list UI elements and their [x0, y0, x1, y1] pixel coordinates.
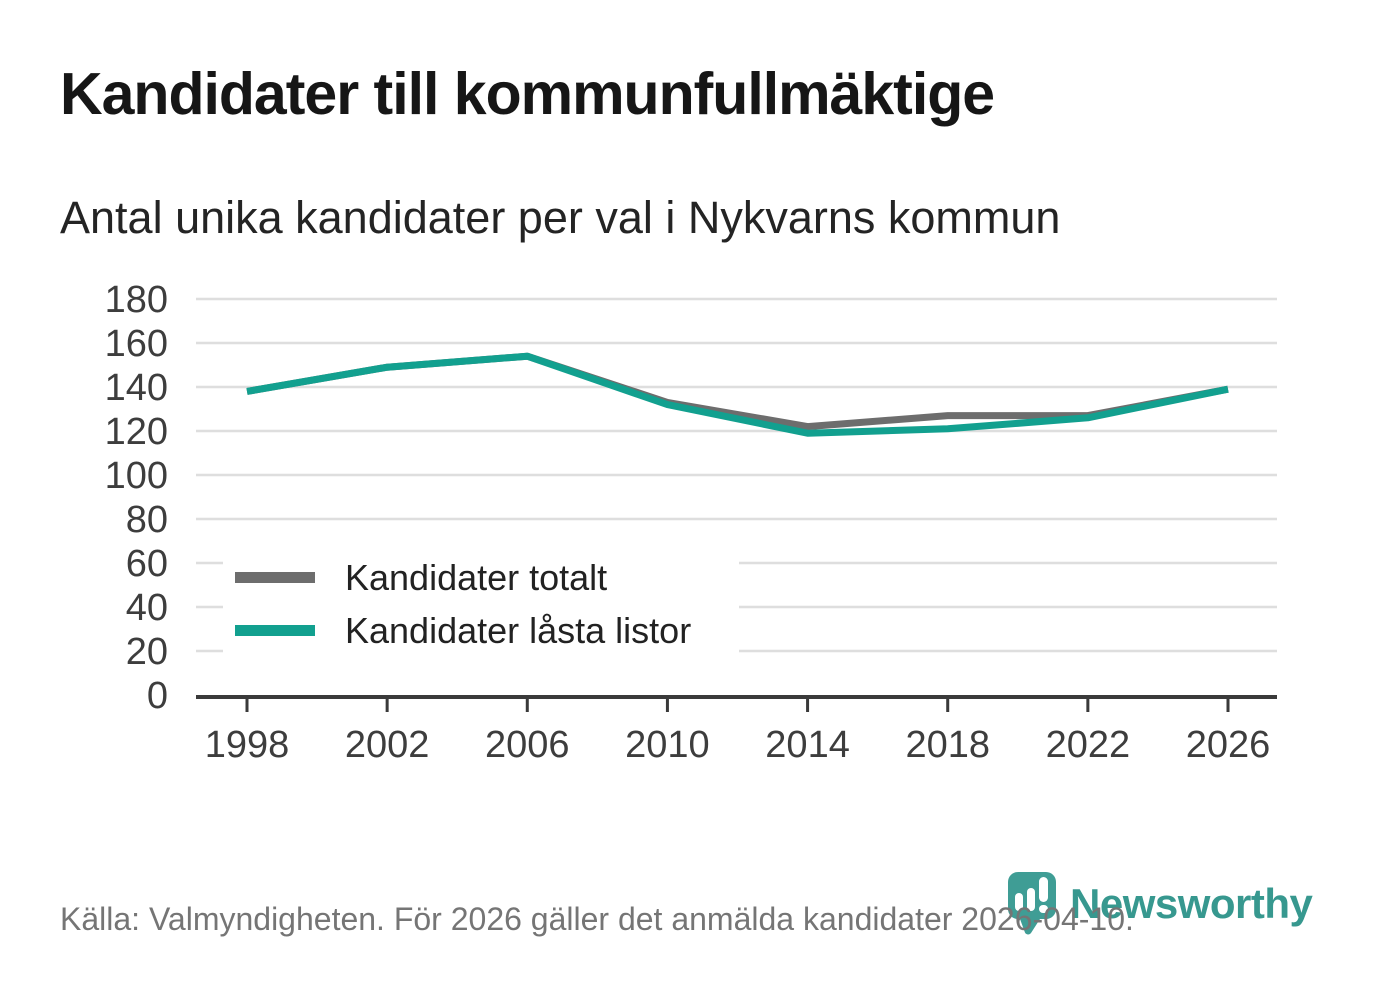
source-note: Källa: Valmyndigheten. För 2026 gäller d… — [60, 901, 1134, 937]
svg-text:2010: 2010 — [625, 724, 710, 766]
svg-text:20: 20 — [126, 631, 168, 673]
legend-item-totalt: Kandidater totalt — [223, 551, 739, 604]
svg-text:160: 160 — [105, 323, 168, 365]
svg-text:2006: 2006 — [485, 724, 570, 766]
newsworthy-wordmark: Newsworthy — [1070, 880, 1313, 927]
svg-text:2002: 2002 — [345, 724, 430, 766]
svg-text:2022: 2022 — [1046, 724, 1131, 766]
svg-text:100: 100 — [105, 455, 168, 497]
newsworthy-logo-icon — [1008, 872, 1056, 935]
svg-text:2014: 2014 — [765, 724, 850, 766]
chart-subtitle: Antal unika kandidater per val i Nykvarn… — [60, 192, 1061, 243]
legend-label-lasta-listor: Kandidater låsta listor — [345, 609, 692, 651]
chart-legend: Kandidater totalt Kandidater låsta listo… — [223, 551, 739, 657]
lasta-listor-line-swatch — [235, 625, 315, 636]
svg-text:180: 180 — [105, 279, 168, 321]
svg-text:2026: 2026 — [1186, 724, 1271, 766]
newsworthy-logo: Newsworthy — [1008, 872, 1313, 944]
legend-item-lasta-listor: Kandidater låsta listor — [223, 604, 739, 657]
svg-text:80: 80 — [126, 499, 168, 541]
svg-text:0: 0 — [147, 675, 168, 717]
page-title: Kandidater till kommunfullmäktige — [60, 61, 995, 127]
svg-text:120: 120 — [105, 411, 168, 453]
totalt-line-swatch — [235, 572, 315, 583]
svg-text:140: 140 — [105, 367, 168, 409]
svg-text:2018: 2018 — [905, 724, 990, 766]
svg-text:40: 40 — [126, 587, 168, 629]
svg-text:1998: 1998 — [205, 724, 290, 766]
legend-label-totalt: Kandidater totalt — [345, 556, 608, 598]
svg-text:60: 60 — [126, 543, 168, 585]
